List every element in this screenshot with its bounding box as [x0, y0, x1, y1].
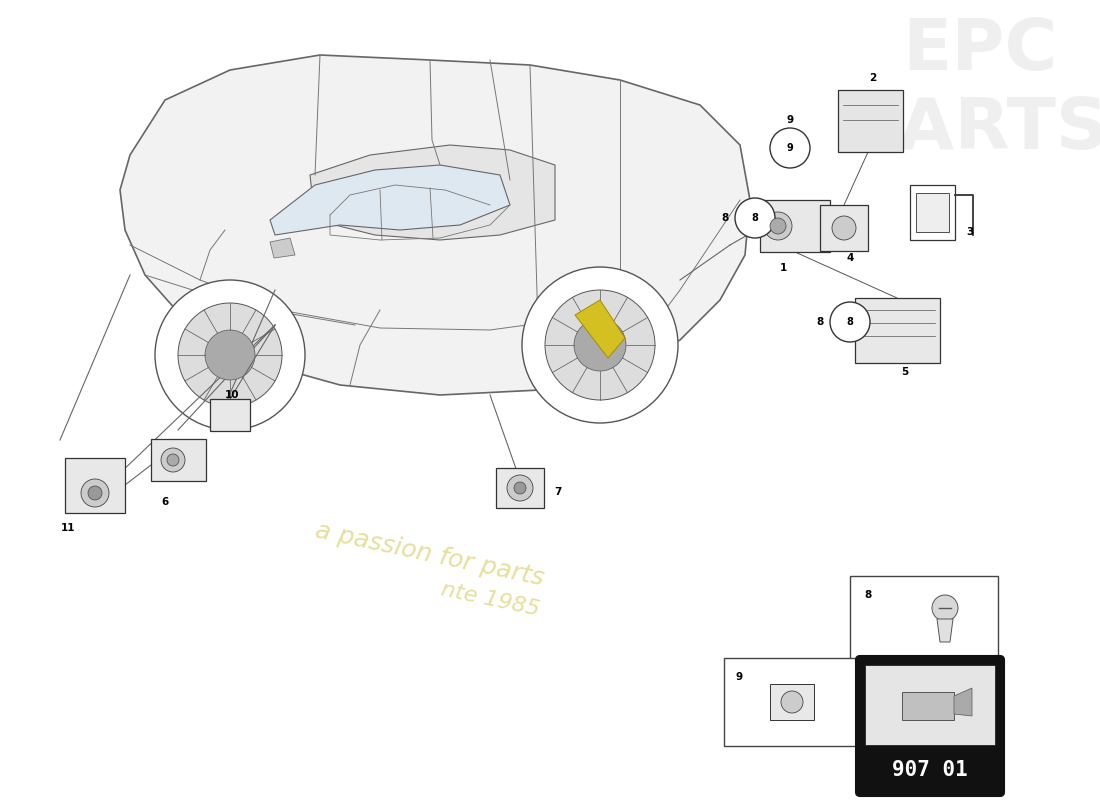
- Text: 6: 6: [162, 497, 168, 507]
- Polygon shape: [270, 165, 510, 235]
- Text: 8: 8: [847, 317, 854, 327]
- Polygon shape: [270, 238, 295, 258]
- Text: a passion for parts: a passion for parts: [314, 519, 547, 591]
- Text: 8: 8: [722, 213, 728, 223]
- Text: 7: 7: [554, 487, 562, 497]
- Text: nte 1985: nte 1985: [439, 580, 541, 620]
- Circle shape: [832, 216, 856, 240]
- Bar: [770, 684, 814, 720]
- Text: 3: 3: [967, 227, 974, 237]
- Bar: [820, 205, 868, 251]
- Circle shape: [770, 218, 786, 234]
- Circle shape: [574, 319, 626, 371]
- Bar: [210, 399, 250, 431]
- Circle shape: [932, 595, 958, 621]
- Bar: [496, 468, 544, 508]
- Bar: [151, 439, 206, 481]
- Text: 1: 1: [780, 263, 786, 273]
- Circle shape: [167, 454, 179, 466]
- Polygon shape: [310, 145, 556, 240]
- Bar: [850, 576, 998, 664]
- Text: 2: 2: [869, 73, 877, 83]
- Circle shape: [178, 303, 282, 407]
- Text: 9: 9: [786, 143, 793, 153]
- FancyBboxPatch shape: [856, 656, 1004, 796]
- Bar: [65, 458, 125, 513]
- Text: 907 01: 907 01: [892, 760, 968, 780]
- Text: 4: 4: [846, 253, 854, 263]
- Circle shape: [514, 482, 526, 494]
- Text: EPC
PARTS: EPC PARTS: [852, 15, 1100, 164]
- Bar: [855, 298, 940, 363]
- Polygon shape: [954, 688, 972, 716]
- Text: 10: 10: [224, 390, 240, 400]
- Text: 8: 8: [816, 317, 824, 327]
- Bar: [910, 185, 955, 240]
- Circle shape: [770, 128, 810, 168]
- Circle shape: [507, 475, 534, 501]
- Circle shape: [155, 280, 305, 430]
- Circle shape: [522, 267, 678, 423]
- Bar: [724, 658, 859, 746]
- Bar: [838, 90, 903, 152]
- Bar: [916, 193, 949, 232]
- Polygon shape: [120, 55, 750, 395]
- Text: 8: 8: [864, 590, 871, 600]
- Text: 5: 5: [901, 367, 909, 377]
- Bar: [865, 665, 996, 745]
- Circle shape: [161, 448, 185, 472]
- Bar: [760, 200, 830, 252]
- Circle shape: [830, 302, 870, 342]
- Text: 8: 8: [751, 213, 758, 223]
- Text: 11: 11: [60, 523, 75, 533]
- Text: 9: 9: [736, 672, 744, 682]
- Circle shape: [781, 691, 803, 713]
- Circle shape: [88, 486, 102, 500]
- Bar: [902, 692, 954, 720]
- Text: 9: 9: [786, 115, 793, 125]
- Circle shape: [81, 479, 109, 507]
- Circle shape: [205, 330, 255, 380]
- Polygon shape: [575, 300, 625, 358]
- Circle shape: [764, 212, 792, 240]
- Circle shape: [544, 290, 654, 400]
- Polygon shape: [937, 619, 953, 642]
- Circle shape: [735, 198, 776, 238]
